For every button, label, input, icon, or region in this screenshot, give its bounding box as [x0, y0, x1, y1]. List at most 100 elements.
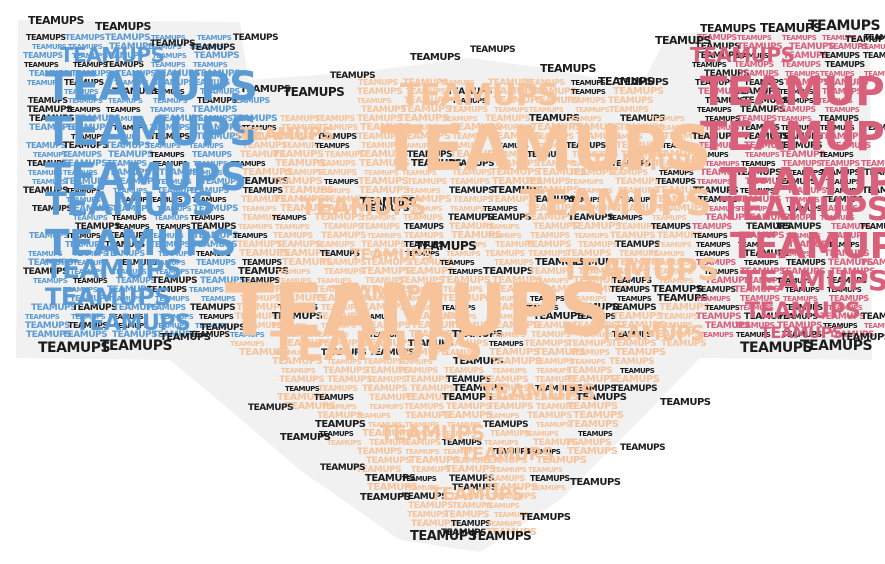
small-word-center: TEAMUPS — [528, 249, 568, 258]
small-word-right: TEAMUPS — [864, 322, 885, 330]
small-word-center: TEAMUPS — [357, 132, 402, 142]
small-word-center: TEAMUPS — [446, 250, 481, 258]
small-word-right: TEAMUPS — [697, 33, 737, 42]
small-word-center: TEAMUPS — [366, 258, 411, 268]
outline-word: TEAMUPS — [660, 397, 711, 408]
small-word-center: TEAMUPS — [321, 322, 356, 330]
small-word-center: TEAMUPS — [448, 213, 493, 223]
outline-word: TEAMUPS — [38, 340, 111, 356]
small-word-right: TEAMUPS — [776, 177, 816, 186]
small-word-left: TEAMUPS — [188, 169, 223, 177]
small-word-center: TEAMUPS — [567, 366, 612, 376]
small-word-center: TEAMUPS — [532, 321, 577, 331]
small-word-left: TEAMUPS — [150, 123, 190, 132]
small-word-center: TEAMUPS — [363, 338, 414, 349]
small-word-center: TEAMUPS — [398, 142, 433, 150]
small-word-left: TEAMUPS — [72, 303, 117, 313]
small-word-left: TEAMUPS — [73, 250, 108, 258]
small-word-center: TEAMUPS — [452, 501, 492, 510]
small-word-center: TEAMUPS — [487, 520, 522, 528]
small-word-right: TEAMUPS — [825, 241, 860, 249]
small-word-right: TEAMUPS — [697, 106, 732, 114]
small-word-center: TEAMUPS — [490, 131, 541, 142]
small-word-right: TEAMUPS — [827, 231, 867, 240]
small-word-right: TEAMUPS — [820, 214, 855, 222]
small-word-right: TEAMUPS — [736, 168, 781, 178]
small-word-left: TEAMUPS — [193, 114, 233, 123]
small-word-center: TEAMUPS — [324, 178, 359, 186]
small-word-center: TEAMUPS — [449, 474, 494, 484]
small-word-center: TEAMUPS — [405, 250, 440, 258]
small-word-right: TEAMUPS — [829, 294, 869, 303]
small-word-right: TEAMUPS — [739, 231, 784, 241]
small-word-center: TEAMUPS — [656, 177, 696, 186]
small-word-center: TEAMUPS — [274, 285, 314, 294]
small-word-center: TEAMUPS — [618, 186, 658, 195]
small-word-center: TEAMUPS — [272, 176, 323, 187]
small-word-center: TEAMUPS — [573, 275, 624, 286]
small-word-left: TEAMUPS — [72, 52, 107, 60]
small-word-center: TEAMUPS — [314, 393, 354, 402]
small-word-center: TEAMUPS — [494, 106, 529, 114]
small-word-center: TEAMUPS — [324, 267, 364, 276]
small-word-right: TEAMUPS — [705, 213, 750, 223]
small-word-right: TEAMUPS — [781, 124, 816, 132]
small-word-right: TEAMUPS — [782, 330, 822, 339]
small-word-right: TEAMUPS — [823, 195, 863, 204]
small-word-center: TEAMUPS — [408, 205, 443, 213]
outline-word: TEAMUPS — [570, 477, 621, 488]
small-word-center: TEAMUPS — [318, 123, 358, 132]
small-word-center: TEAMUPS — [441, 304, 476, 312]
large-word-center: TEAMUPS — [225, 268, 610, 352]
small-word-center: TEAMUPS — [659, 169, 694, 177]
small-word-right: TEAMUPS — [705, 276, 750, 286]
small-word-center: TEAMUPS — [316, 187, 351, 195]
small-word-center: TEAMUPS — [316, 159, 356, 168]
small-word-center: TEAMUPS — [279, 375, 324, 385]
small-word-right: TEAMUPS — [776, 105, 816, 114]
small-word-left: TEAMUPS — [33, 151, 68, 159]
small-word-center: TEAMUPS — [276, 268, 311, 276]
outline-word: TEAMUPS — [410, 52, 461, 63]
small-word-right: TEAMUPS — [826, 178, 861, 186]
small-word-center: TEAMUPS — [650, 115, 685, 123]
outline-word: TEAMUPS — [540, 62, 596, 75]
small-word-center: TEAMUPS — [399, 276, 444, 286]
large-word-left: TEAMUPS — [45, 185, 214, 223]
small-word-center: TEAMUPS — [282, 141, 322, 150]
large-word-left: TEAMUPS — [75, 311, 190, 336]
small-word-right: TEAMUPS — [819, 151, 854, 159]
small-word-center: TEAMUPS — [401, 429, 441, 438]
small-word-center: TEAMUPS — [408, 501, 453, 511]
small-word-center: TEAMUPS — [408, 258, 453, 268]
small-word-center: TEAMUPS — [567, 115, 602, 123]
small-word-center: TEAMUPS — [568, 419, 619, 430]
small-word-center: TEAMUPS — [483, 375, 528, 385]
small-word-center: TEAMUPS — [610, 231, 655, 241]
small-word-center: TEAMUPS — [404, 266, 455, 277]
small-word-center: TEAMUPS — [448, 105, 488, 114]
small-word-center: TEAMUPS — [530, 231, 570, 240]
large-word-right: TEAMUPS — [720, 160, 885, 204]
small-word-left: TEAMUPS — [158, 114, 203, 124]
large-word-left: TEAMUPS — [45, 155, 247, 199]
small-word-right: TEAMUPS — [740, 267, 785, 277]
small-word-center: TEAMUPS — [568, 302, 619, 313]
small-word-left: TEAMUPS — [68, 97, 103, 105]
small-word-center: TEAMUPS — [405, 421, 440, 429]
outline-word: TEAMUPS — [240, 84, 291, 95]
small-word-center: TEAMUPS — [576, 312, 616, 321]
small-word-center: TEAMUPS — [367, 375, 407, 384]
small-word-center: TEAMUPS — [235, 312, 280, 322]
small-word-center: TEAMUPS — [489, 320, 540, 331]
small-word-left: TEAMUPS — [157, 186, 197, 195]
small-word-right: TEAMUPS — [820, 51, 860, 60]
small-word-left: TEAMUPS — [232, 114, 277, 124]
small-word-center: TEAMUPS — [491, 331, 526, 339]
small-word-center: TEAMUPS — [272, 214, 307, 222]
small-word-center: TEAMUPS — [318, 384, 358, 393]
small-word-left: TEAMUPS — [150, 106, 185, 114]
small-word-center: TEAMUPS — [571, 88, 606, 96]
small-word-center: TEAMUPS — [274, 131, 325, 142]
small-word-center: TEAMUPS — [285, 385, 320, 393]
